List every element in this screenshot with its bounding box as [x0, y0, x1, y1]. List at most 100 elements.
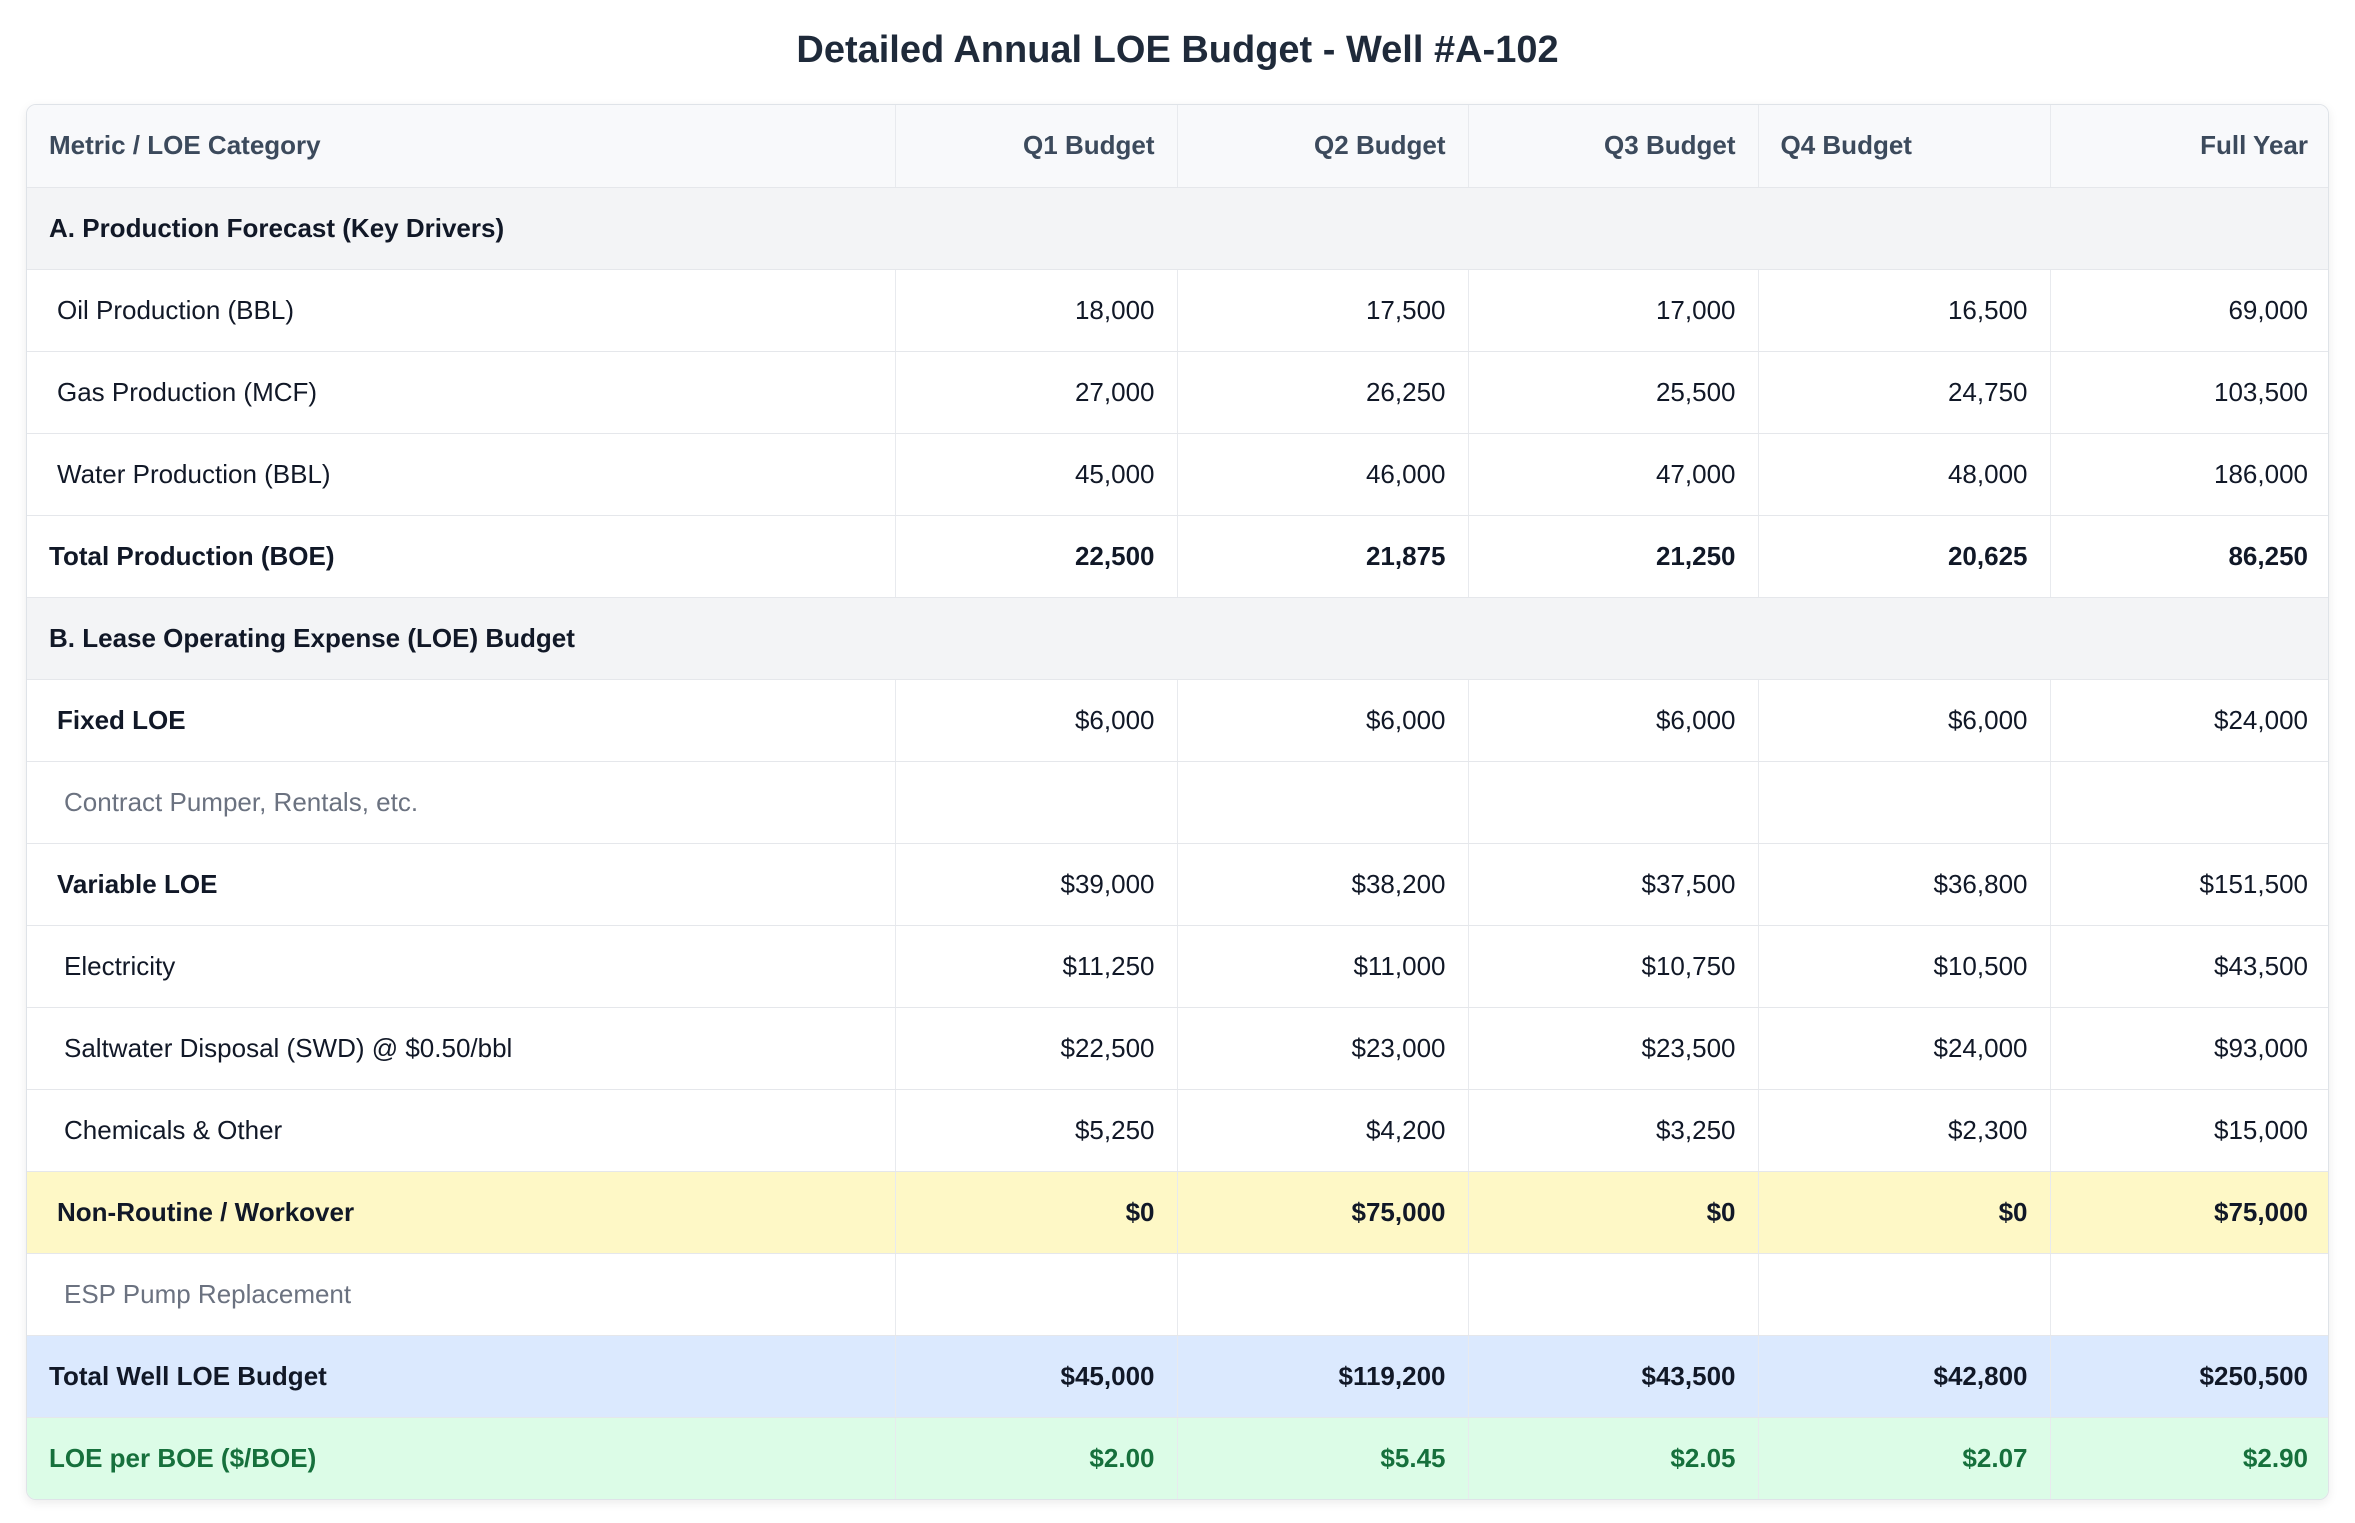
cell-q3: 17,000: [1468, 269, 1759, 352]
cell-q2: $38,200: [1177, 843, 1469, 926]
cell-q1: $39,000: [895, 843, 1178, 926]
row-total-loe: Total Well LOE Budget $45,000 $119,200 $…: [27, 1335, 2328, 1418]
header-q3: Q3 Budget: [1468, 105, 1759, 188]
row-label: Gas Production (MCF): [27, 351, 896, 434]
cell-q4: 20,625: [1758, 515, 2051, 598]
row-label: Saltwater Disposal (SWD) @ $0.50/bbl: [27, 1007, 896, 1090]
cell-q4: 16,500: [1758, 269, 2051, 352]
cell-q3: $43,500: [1468, 1335, 1759, 1418]
row-water-production: Water Production (BBL) 45,000 46,000 47,…: [27, 433, 2328, 516]
cell-q4: $36,800: [1758, 843, 2051, 926]
row-label: LOE per BOE ($/BOE): [27, 1417, 896, 1499]
cell-full-year: $151,500: [2050, 843, 2328, 926]
cell-full-year: $75,000: [2050, 1171, 2328, 1254]
row-oil-production: Oil Production (BBL) 18,000 17,500 17,00…: [27, 269, 2328, 352]
cell-full-year: $2.90: [2050, 1417, 2328, 1499]
cell-empty: [1758, 761, 2051, 844]
cell-q4: $24,000: [1758, 1007, 2051, 1090]
row-label: Variable LOE: [27, 843, 896, 926]
header-q1: Q1 Budget: [895, 105, 1178, 188]
row-label: Oil Production (BBL): [27, 269, 896, 352]
row-fixed-loe: Fixed LOE $6,000 $6,000 $6,000 $6,000 $2…: [27, 679, 2328, 762]
table-header-row: Metric / LOE Category Q1 Budget Q2 Budge…: [27, 105, 2328, 188]
cell-full-year: $15,000: [2050, 1089, 2328, 1172]
cell-q2: $23,000: [1177, 1007, 1469, 1090]
row-loe-per-boe: LOE per BOE ($/BOE) $2.00 $5.45 $2.05 $2…: [27, 1417, 2328, 1499]
row-label: Chemicals & Other: [27, 1089, 896, 1172]
cell-q4: $2,300: [1758, 1089, 2051, 1172]
row-gas-production: Gas Production (MCF) 27,000 26,250 25,50…: [27, 351, 2328, 434]
header-q4: Q4 Budget: [1758, 105, 2051, 188]
cell-q2: $5.45: [1177, 1417, 1469, 1499]
cell-q1: 18,000: [895, 269, 1178, 352]
cell-q4: $0: [1758, 1171, 2051, 1254]
cell-q2: $11,000: [1177, 925, 1469, 1008]
cell-q1: 22,500: [895, 515, 1178, 598]
cell-q2: $4,200: [1177, 1089, 1469, 1172]
section-loe: B. Lease Operating Expense (LOE) Budget: [27, 597, 2328, 680]
cell-full-year: 69,000: [2050, 269, 2328, 352]
cell-q2: 21,875: [1177, 515, 1469, 598]
cell-q1: $2.00: [895, 1417, 1178, 1499]
row-saltwater-disposal: Saltwater Disposal (SWD) @ $0.50/bbl $22…: [27, 1007, 2328, 1090]
cell-q4: $10,500: [1758, 925, 2051, 1008]
cell-full-year: $250,500: [2050, 1335, 2328, 1418]
cell-empty: [1468, 1253, 1759, 1336]
page-title: Detailed Annual LOE Budget - Well #A-102: [796, 29, 1559, 71]
row-total-production: Total Production (BOE) 22,500 21,875 21,…: [27, 515, 2328, 598]
cell-q4: $42,800: [1758, 1335, 2051, 1418]
cell-full-year: $93,000: [2050, 1007, 2328, 1090]
cell-empty: [1468, 761, 1759, 844]
cell-q1: $45,000: [895, 1335, 1178, 1418]
cell-q2: $6,000: [1177, 679, 1469, 762]
cell-full-year: $43,500: [2050, 925, 2328, 1008]
cell-q1: $22,500: [895, 1007, 1178, 1090]
row-workover: Non-Routine / Workover $0 $75,000 $0 $0 …: [27, 1171, 2328, 1254]
row-workover-note: ESP Pump Replacement: [27, 1253, 2328, 1336]
cell-q1: $0: [895, 1171, 1178, 1254]
cell-q3: $6,000: [1468, 679, 1759, 762]
loe-budget-table: Metric / LOE Category Q1 Budget Q2 Budge…: [26, 104, 2329, 1500]
cell-q3: $37,500: [1468, 843, 1759, 926]
section-production: A. Production Forecast (Key Drivers): [27, 187, 2328, 270]
cell-q3: $2.05: [1468, 1417, 1759, 1499]
cell-full-year: 86,250: [2050, 515, 2328, 598]
cell-q3: $0: [1468, 1171, 1759, 1254]
row-note: ESP Pump Replacement: [27, 1253, 896, 1336]
cell-q1: $11,250: [895, 925, 1178, 1008]
cell-q2: $75,000: [1177, 1171, 1469, 1254]
cell-q3: 21,250: [1468, 515, 1759, 598]
row-label: Water Production (BBL): [27, 433, 896, 516]
header-full-year: Full Year: [2050, 105, 2328, 188]
header-metric: Metric / LOE Category: [27, 105, 896, 188]
cell-empty: [1758, 1253, 2051, 1336]
cell-empty: [1177, 1253, 1469, 1336]
row-label: Non-Routine / Workover: [27, 1171, 896, 1254]
cell-q2: 46,000: [1177, 433, 1469, 516]
cell-q1: 45,000: [895, 433, 1178, 516]
cell-q4: 48,000: [1758, 433, 2051, 516]
cell-empty: [895, 1253, 1178, 1336]
cell-full-year: 186,000: [2050, 433, 2328, 516]
row-electricity: Electricity $11,250 $11,000 $10,750 $10,…: [27, 925, 2328, 1008]
cell-full-year: 103,500: [2050, 351, 2328, 434]
cell-q1: $6,000: [895, 679, 1178, 762]
row-label: Total Well LOE Budget: [27, 1335, 896, 1418]
cell-q3: $23,500: [1468, 1007, 1759, 1090]
section-loe-label: B. Lease Operating Expense (LOE) Budget: [27, 597, 2328, 680]
cell-q3: $10,750: [1468, 925, 1759, 1008]
section-production-label: A. Production Forecast (Key Drivers): [27, 187, 2328, 270]
cell-q3: 25,500: [1468, 351, 1759, 434]
cell-full-year: $24,000: [2050, 679, 2328, 762]
row-note: Contract Pumper, Rentals, etc.: [27, 761, 896, 844]
cell-q1: 27,000: [895, 351, 1178, 434]
row-label: Fixed LOE: [27, 679, 896, 762]
row-variable-loe: Variable LOE $39,000 $38,200 $37,500 $36…: [27, 843, 2328, 926]
cell-q2: $119,200: [1177, 1335, 1469, 1418]
cell-q4: 24,750: [1758, 351, 2051, 434]
cell-q3: 47,000: [1468, 433, 1759, 516]
header-q2: Q2 Budget: [1177, 105, 1469, 188]
cell-q1: $5,250: [895, 1089, 1178, 1172]
row-chemicals-other: Chemicals & Other $5,250 $4,200 $3,250 $…: [27, 1089, 2328, 1172]
